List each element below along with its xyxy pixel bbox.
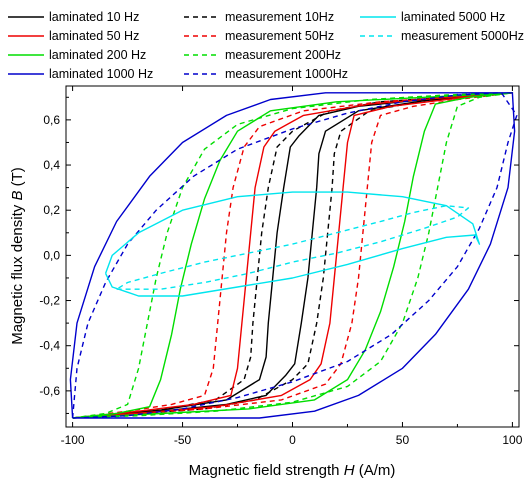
- plot-frame: [65, 85, 520, 428]
- y-tick-label: 0,6: [43, 113, 60, 127]
- x-tick-label: 100: [502, 433, 522, 447]
- legend-label: measurement 10Hz: [225, 10, 334, 24]
- x-tick-label: -100: [61, 433, 85, 447]
- x-tick-label: 50: [396, 433, 410, 447]
- x-tick-label: 0: [289, 433, 296, 447]
- x-axis-ticks: -100 -50 0 50 100: [61, 86, 523, 447]
- legend-label: measurement 5000Hz: [401, 29, 524, 43]
- series-laminated-1000-hz: [69, 92, 516, 419]
- legend: laminated 10 Hz laminated 50 Hz laminated …: [8, 10, 524, 81]
- plot-series: [69, 92, 518, 419]
- series-measurement-10hz: [72, 92, 514, 419]
- x-tick-label: -50: [174, 433, 192, 447]
- y-tick-label: -0,6: [39, 384, 60, 398]
- legend-label: measurement 50Hz: [225, 29, 334, 43]
- legend-label: laminated 10 Hz: [49, 10, 139, 24]
- series-measurement-5000hz: [116, 204, 470, 290]
- y-axis-label: Magnetic flux density B (T): [9, 167, 26, 345]
- y-tick-label: 0,0: [43, 248, 60, 262]
- legend-label: laminated 1000 Hz: [49, 67, 153, 81]
- y-tick-label: 0,4: [43, 158, 60, 172]
- legend-label: laminated 50 Hz: [49, 29, 139, 43]
- y-tick-label: 0,2: [43, 203, 60, 217]
- legend-label: laminated 200 Hz: [49, 48, 146, 62]
- legend-label: laminated 5000 Hz: [401, 10, 505, 24]
- y-tick-label: -0,4: [39, 339, 60, 353]
- legend-label: measurement 1000Hz: [225, 67, 348, 81]
- legend-label: measurement 200Hz: [225, 48, 341, 62]
- series-laminated-5000-hz: [104, 191, 481, 297]
- y-tick-label: -0,2: [39, 294, 60, 308]
- x-axis-label: Magnetic field strength H (A/m): [189, 462, 396, 479]
- y-axis-ticks: -0,6 -0,4 -0,2 0,0 0,2 0,4 0,6: [39, 96, 519, 414]
- series-measurement-200hz: [72, 92, 514, 419]
